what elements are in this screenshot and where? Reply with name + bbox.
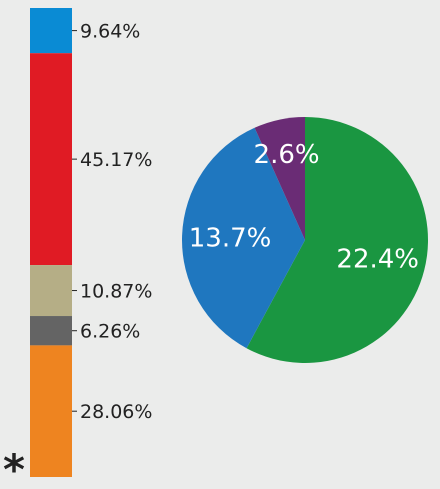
bar-segment-label: 28.06% — [80, 401, 152, 423]
pie-chart: 22.4% 13.7% 2.6% — [182, 117, 429, 363]
bar-segment-label: 45.17% — [80, 149, 152, 171]
stacked-bar: 9.64% 45.17% 10.87% 6.26% 28.06% — [30, 8, 152, 477]
pie-slice-label: 2.6% — [254, 140, 320, 170]
bar-segment-label: 9.64% — [80, 21, 140, 43]
bar-segment-label: 6.26% — [80, 321, 140, 343]
pie-slice-label: 13.7% — [189, 223, 272, 253]
bar-segment-label: 10.87% — [80, 281, 152, 303]
pie-slice — [246, 117, 429, 363]
bar-segment — [30, 53, 72, 266]
bar-segment — [30, 316, 72, 346]
pie-slice — [182, 127, 305, 349]
pie-slice-label: 22.4% — [336, 244, 419, 274]
bar-segment — [30, 8, 72, 54]
asterisk-marker: * — [3, 445, 25, 489]
bar-segment — [30, 265, 72, 317]
bar-segment — [30, 345, 72, 477]
pie-slice — [254, 117, 305, 240]
